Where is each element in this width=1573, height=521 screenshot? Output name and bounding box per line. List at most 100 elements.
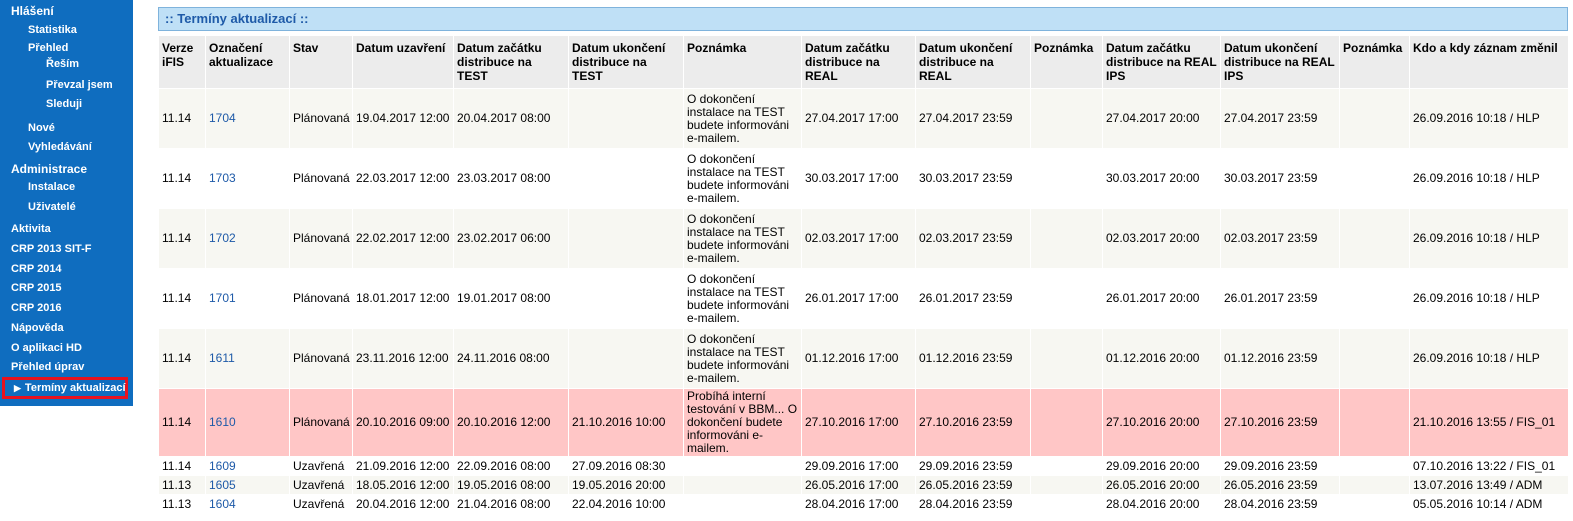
update-code-cell: 1610	[205, 388, 290, 457]
column-header: Datum ukončení distribuce na REAL	[915, 35, 1031, 89]
table-cell	[1030, 88, 1103, 149]
sidebar-item-o-aplikaci-hd[interactable]: O aplikaci HD	[11, 341, 82, 355]
table-body: 11.14 1704 Plánovaná 19.04.2017 12:00 20.04.…	[158, 88, 1569, 514]
sidebar-item-napoveda[interactable]: Nápověda	[11, 321, 64, 335]
sidebar: Hlášení Statistika Přehled Řeším Převzal jse…	[0, 0, 133, 406]
table-row[interactable]: 11.14 1704 Plánovaná 19.04.2017 12:00 20.04.…	[158, 88, 1569, 149]
table-row[interactable]: 11.14 1610 Plánovaná 20.10.2016 09:00 20.10.…	[158, 388, 1569, 457]
sidebar-item-uzivatele[interactable]: Uživatelé	[28, 200, 76, 214]
table-cell: 01.12.2016 23:59	[1220, 328, 1340, 389]
update-code-link[interactable]: 1610	[209, 415, 236, 429]
update-code-link[interactable]: 1609	[209, 458, 236, 473]
table-cell: 27.10.2016 20:00	[1102, 388, 1221, 457]
sidebar-item-crp-2013-sit-f[interactable]: CRP 2013 SIT-F	[11, 242, 92, 256]
table-cell	[568, 88, 684, 149]
sidebar-item-terminy-aktualizaci[interactable]: ▶ Termíny aktualizací	[2, 377, 128, 399]
table-cell: 20.04.2017 08:00	[453, 88, 569, 149]
column-header: Poznámka	[1339, 35, 1410, 89]
table-cell	[1030, 208, 1103, 269]
table-cell: 26.01.2017 23:59	[1220, 268, 1340, 329]
table-cell	[683, 494, 802, 514]
sidebar-item-label: CRP 2014	[11, 263, 62, 275]
table-cell: 27.04.2017 23:59	[1220, 88, 1340, 149]
update-code-link[interactable]: 1605	[209, 477, 236, 492]
table-row[interactable]: 11.14 1609 Uzavřená 21.09.2016 12:00 22.09.2…	[158, 456, 1569, 476]
sidebar-item-label: Statistika	[28, 24, 77, 36]
sidebar-section-hlaseni[interactable]: Hlášení	[11, 4, 54, 18]
table-cell: 30.03.2017 17:00	[801, 148, 916, 209]
table-cell: 23.02.2017 06:00	[453, 208, 569, 269]
sidebar-item-nove[interactable]: Nové	[28, 121, 55, 135]
update-code-cell: 1704	[205, 88, 290, 149]
table-cell: 30.03.2017 23:59	[1220, 148, 1340, 209]
table-cell: 19.04.2017 12:00	[352, 88, 454, 149]
page-title: :: Termíny aktualizací ::	[158, 7, 1568, 31]
table-cell: 27.09.2016 08:30	[568, 456, 684, 476]
table-cell: 28.04.2016 20:00	[1102, 494, 1221, 514]
update-code-link[interactable]: 1701	[209, 291, 236, 305]
column-header: Datum začátku distribuce na TEST	[453, 35, 569, 89]
table-cell: 29.09.2016 23:59	[915, 456, 1031, 476]
sidebar-item-vyhledavani[interactable]: Vyhledávání	[28, 140, 92, 154]
table-cell	[683, 475, 802, 495]
table-cell: 26.05.2016 23:59	[1220, 475, 1340, 495]
table-cell: 27.10.2016 23:59	[1220, 388, 1340, 457]
sidebar-item-crp-2015[interactable]: CRP 2015	[11, 281, 62, 295]
table-cell: O dokončení instalace na TEST budete inf…	[683, 148, 802, 209]
table-cell: 26.01.2017 20:00	[1102, 268, 1221, 329]
table-row[interactable]: 11.14 1611 Plánovaná 23.11.2016 12:00 24.11.…	[158, 328, 1569, 389]
sidebar-item-label: Přehled	[28, 42, 69, 54]
column-header: Poznámka	[1030, 35, 1103, 89]
table-row[interactable]: 11.14 1701 Plánovaná 18.01.2017 12:00 19.01.…	[158, 268, 1569, 329]
table-cell: 01.12.2016 23:59	[915, 328, 1031, 389]
sidebar-item-label: Řeším	[46, 58, 80, 70]
sidebar-item-label: Instalace	[28, 181, 76, 193]
sidebar-item-label: CRP 2015	[11, 282, 62, 294]
table-cell: Plánovaná	[289, 208, 353, 269]
sidebar-item-prevzal-jsem[interactable]: Převzal jsem	[46, 78, 113, 92]
sidebar-item-resim[interactable]: Řeším	[46, 57, 79, 71]
table-row[interactable]: 11.14 1703 Plánovaná 22.03.2017 12:00 23.03.…	[158, 148, 1569, 209]
table-cell: 22.03.2017 12:00	[352, 148, 454, 209]
column-header: Datum ukončení distribuce na REAL IPS	[1220, 35, 1340, 89]
update-code-link[interactable]: 1604	[209, 496, 236, 511]
sidebar-item-statistika[interactable]: Statistika	[28, 23, 77, 37]
sidebar-item-sleduji[interactable]: Sleduji	[46, 97, 82, 111]
sidebar-item-crp-2014[interactable]: CRP 2014	[11, 262, 62, 276]
table-row[interactable]: 11.13 1605 Uzavřená 18.05.2016 12:00 19.05.2…	[158, 475, 1569, 495]
table-cell: 02.03.2017 23:59	[915, 208, 1031, 269]
table-cell: 29.09.2016 17:00	[801, 456, 916, 476]
sidebar-item-prehled[interactable]: Přehled	[28, 41, 68, 55]
table-cell: 26.09.2016 10:18 / HLP	[1409, 148, 1569, 209]
table-row[interactable]: 11.14 1702 Plánovaná 22.02.2017 12:00 23.02.…	[158, 208, 1569, 269]
table-cell: 18.01.2017 12:00	[352, 268, 454, 329]
table-cell: 01.12.2016 20:00	[1102, 328, 1221, 389]
sidebar-item-label: O aplikaci HD	[11, 342, 82, 354]
table-cell: 24.11.2016 08:00	[453, 328, 569, 389]
table-cell	[568, 328, 684, 389]
table-cell: 21.10.2016 10:00	[568, 388, 684, 457]
table-cell: 26.09.2016 10:18 / HLP	[1409, 88, 1569, 149]
sidebar-item-aktivita[interactable]: Aktivita	[11, 222, 51, 236]
table-cell: 30.03.2017 20:00	[1102, 148, 1221, 209]
table-cell: 26.09.2016 10:18 / HLP	[1409, 268, 1569, 329]
sidebar-section-administrace[interactable]: Administrace	[11, 162, 87, 176]
table-cell: 11.14	[158, 88, 206, 149]
update-code-link[interactable]: 1703	[209, 171, 236, 185]
column-header: Datum začátku distribuce na REAL	[801, 35, 916, 89]
update-code-link[interactable]: 1611	[209, 351, 235, 365]
sidebar-item-crp-2016[interactable]: CRP 2016	[11, 301, 62, 315]
sidebar-item-label: CRP 2016	[11, 302, 62, 314]
sidebar-item-prehled-uprav[interactable]: Přehled úprav	[11, 360, 84, 374]
update-code-link[interactable]: 1704	[209, 111, 236, 125]
column-header: Verze iFIS	[158, 35, 206, 89]
table-cell: 27.04.2017 23:59	[915, 88, 1031, 149]
update-code-cell: 1701	[205, 268, 290, 329]
table-row[interactable]: 11.13 1604 Uzavřená 20.04.2016 12:00 21.04.2…	[158, 494, 1569, 514]
sidebar-item-instalace[interactable]: Instalace	[28, 180, 75, 194]
table-cell: 21.09.2016 12:00	[352, 456, 454, 476]
table-cell	[568, 268, 684, 329]
table-cell: 28.04.2016 23:59	[1220, 494, 1340, 514]
update-code-link[interactable]: 1702	[209, 231, 236, 245]
table-cell: O dokončení instalace na TEST budete inf…	[683, 328, 802, 389]
